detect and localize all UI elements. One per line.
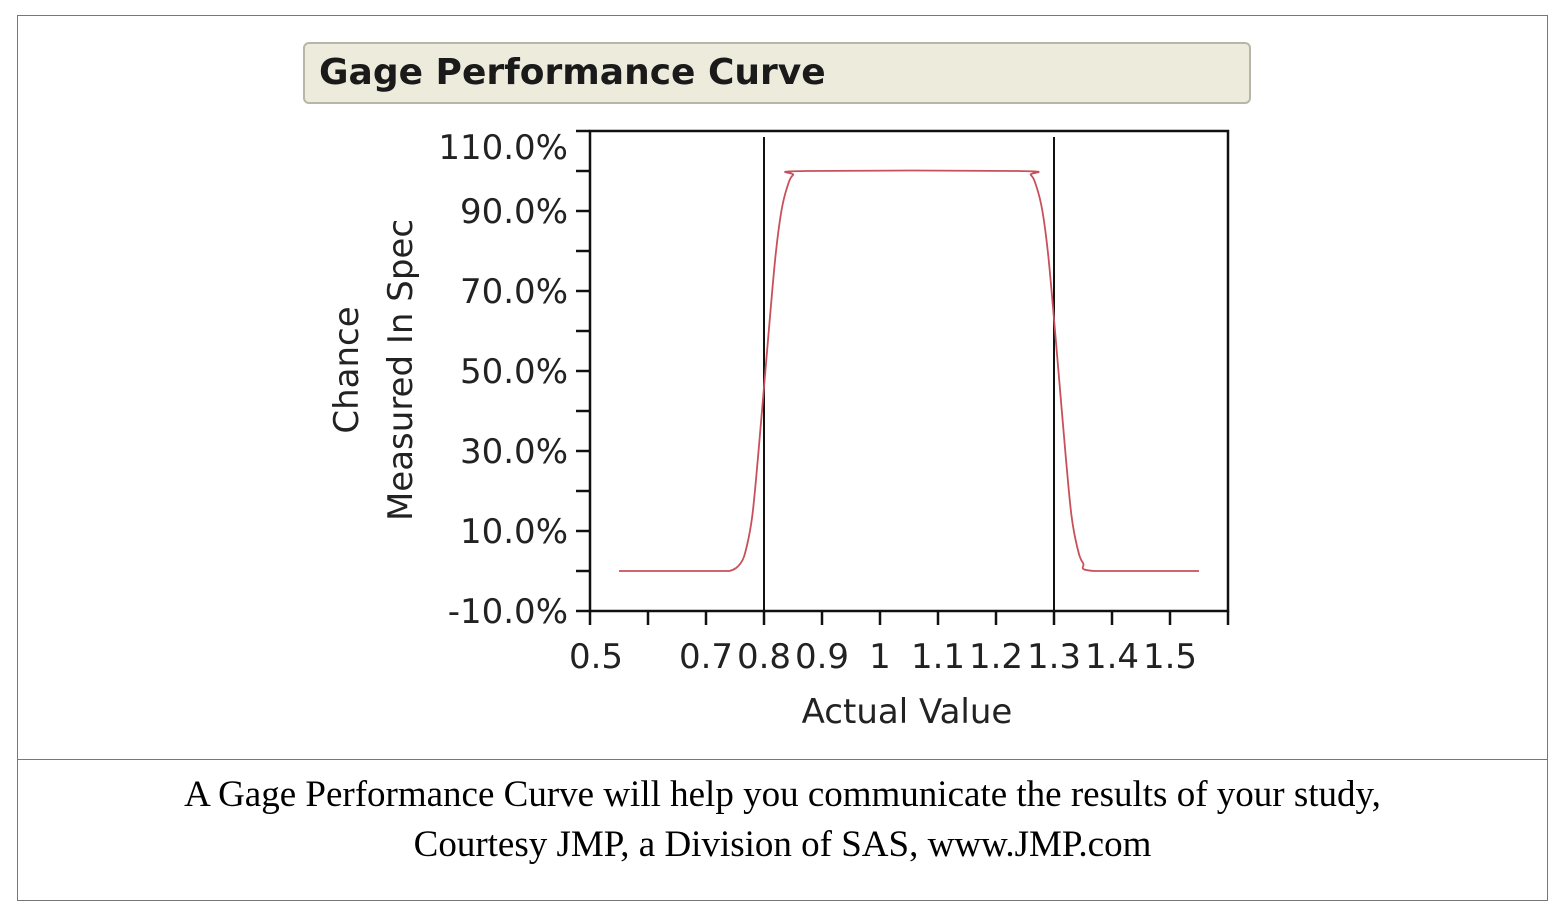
- y-tick-label: 10.0%: [460, 512, 568, 552]
- x-tick-label: 1.5: [1143, 637, 1197, 677]
- y-tick-label: -10.0%: [448, 592, 568, 632]
- x-axis-title: Actual Value: [802, 692, 1013, 732]
- x-tick-label: 1.2: [969, 637, 1023, 677]
- caption-line-1: A Gage Performance Curve will help you c…: [184, 774, 1381, 815]
- caption-divider: [17, 759, 1548, 760]
- x-tick-label: 1.4: [1085, 637, 1139, 677]
- x-tick-label: 0.8: [737, 637, 791, 677]
- y-axis-title-line1: Chance: [327, 306, 367, 433]
- x-tick-label: 0.5: [569, 637, 623, 677]
- caption-line-2: Courtesy JMP, a Division of SAS, www.JMP…: [413, 824, 1152, 865]
- chart: -10.0% 10.0% 30.0% 50.0% 70.0% 90.0% 110.0% 0.…: [327, 128, 1230, 732]
- x-tick-label: 1.1: [911, 637, 965, 677]
- series-line: [618, 169, 1199, 572]
- y-axis-title-line2: Measured In Spec: [381, 219, 421, 521]
- x-tick-label: 0.9: [795, 637, 849, 677]
- plot-area: [588, 129, 1230, 613]
- x-tick-label: 1.3: [1027, 637, 1081, 677]
- chart-title-bar: Gage Performance Curve: [303, 42, 1251, 104]
- x-tick-label: 0.7: [679, 637, 733, 677]
- y-tick-label: 70.0%: [460, 272, 568, 312]
- caption: A Gage Performance Curve will help you c…: [17, 770, 1548, 870]
- y-tick-label: 50.0%: [460, 352, 568, 392]
- figure-frame: [17, 15, 1548, 901]
- y-tick-label: 30.0%: [460, 432, 568, 472]
- y-tick-label: 90.0%: [460, 192, 568, 232]
- x-tick-label: 1: [869, 637, 891, 677]
- y-tick-label: 110.0%: [438, 128, 568, 168]
